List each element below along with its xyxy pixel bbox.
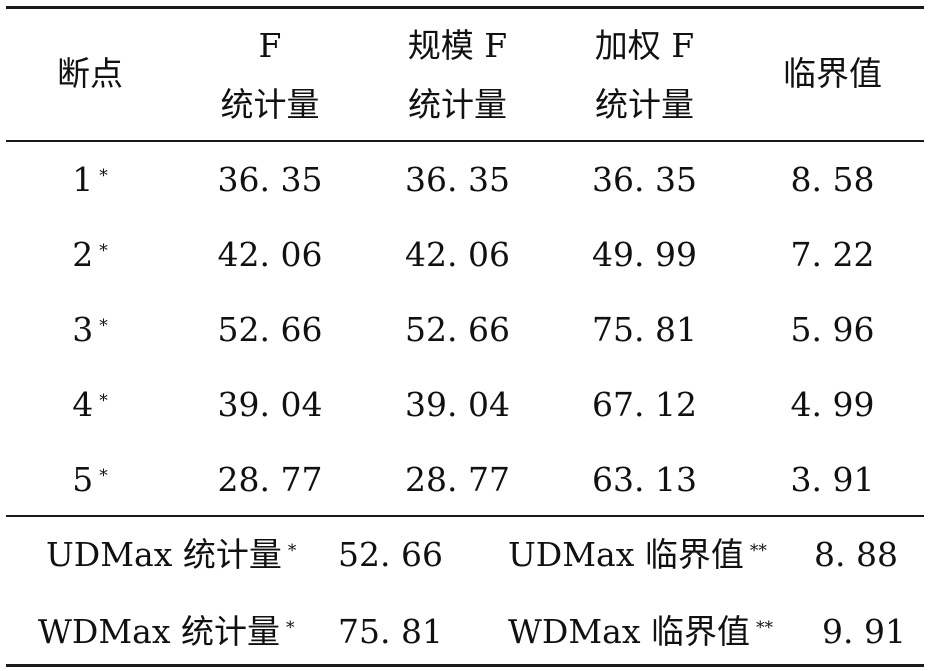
row-scale-f-value: 36. 35 (405, 160, 510, 199)
row-breakpoint: 4 * (72, 385, 108, 424)
row-scale-f-value: 52. 66 (405, 310, 510, 349)
header-f-line1: F (258, 26, 282, 65)
top-rule (6, 6, 924, 9)
header-f-line2: 统计量 (220, 85, 320, 124)
wdmax-stat-label: WDMax 统计量 * (38, 612, 295, 651)
row-scale-f-value: 39. 04 (405, 385, 510, 424)
row-weighted-f-value: 75. 81 (592, 310, 697, 349)
row-weighted-f-value: 36. 35 (592, 160, 697, 199)
row-f-value: 28. 77 (217, 460, 323, 499)
row-critical-value: 7. 22 (790, 235, 875, 274)
wdmax-critical-label: WDMax 临界值 ** (508, 612, 773, 651)
row-weighted-f-value: 63. 13 (592, 460, 697, 499)
row-scale-f-value: 28. 77 (405, 460, 510, 499)
row-scale-f-value: 42. 06 (405, 235, 510, 274)
row-weighted-f-value: 67. 12 (592, 385, 697, 424)
header-rule (6, 140, 924, 142)
row-critical-value: 5. 96 (790, 310, 875, 349)
udmax-stat-label: UDMax 统计量 * (46, 535, 297, 574)
row-f-value: 52. 66 (217, 310, 323, 349)
row-breakpoint: 3 * (72, 310, 108, 349)
header-scale-f-line1: 规模 F (407, 26, 508, 65)
row-f-value: 36. 35 (217, 160, 323, 199)
header-weighted-f-line1: 加权 F (594, 26, 695, 65)
row-weighted-f-value: 49. 99 (592, 235, 697, 274)
wdmax-stat-value: 75. 81 (338, 612, 443, 651)
row-critical-value: 4. 99 (790, 385, 875, 424)
udmax-critical-label: UDMax 临界值 ** (508, 535, 767, 574)
row-f-value: 42. 06 (217, 235, 323, 274)
udmax-critical-value: 8. 88 (814, 535, 898, 574)
row-f-value: 39. 04 (217, 385, 323, 424)
wdmax-critical-value: 9. 91 (822, 612, 906, 651)
header-breakpoint: 断点 (57, 54, 123, 93)
row-critical-value: 8. 58 (790, 160, 875, 199)
header-scale-f-line2: 统计量 (408, 85, 507, 124)
row-breakpoint: 1 * (72, 160, 108, 199)
header-critical: 临界值 (783, 54, 882, 93)
footer-rule (6, 515, 924, 517)
row-breakpoint: 5 * (72, 460, 108, 499)
row-breakpoint: 2 * (72, 235, 108, 274)
header-weighted-f-line2: 统计量 (595, 85, 694, 124)
bottom-rule (6, 664, 924, 667)
row-critical-value: 3. 91 (790, 460, 875, 499)
udmax-stat-value: 52. 66 (338, 535, 443, 574)
